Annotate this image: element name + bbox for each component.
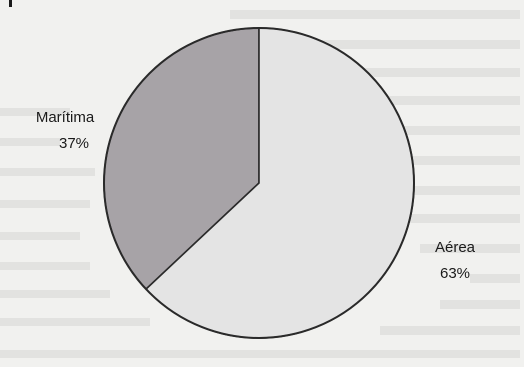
slice-label-aerea: Aérea [435, 239, 476, 256]
slice-percent-maritima: 37% [59, 135, 89, 152]
pie-outline [103, 27, 415, 339]
pie-slices [103, 27, 415, 339]
slice-label-maritima: Marítima [36, 109, 95, 126]
slice-percent-aerea: 63% [440, 265, 470, 282]
pie-labels: Marítima 37% Aérea 63% [36, 109, 476, 282]
